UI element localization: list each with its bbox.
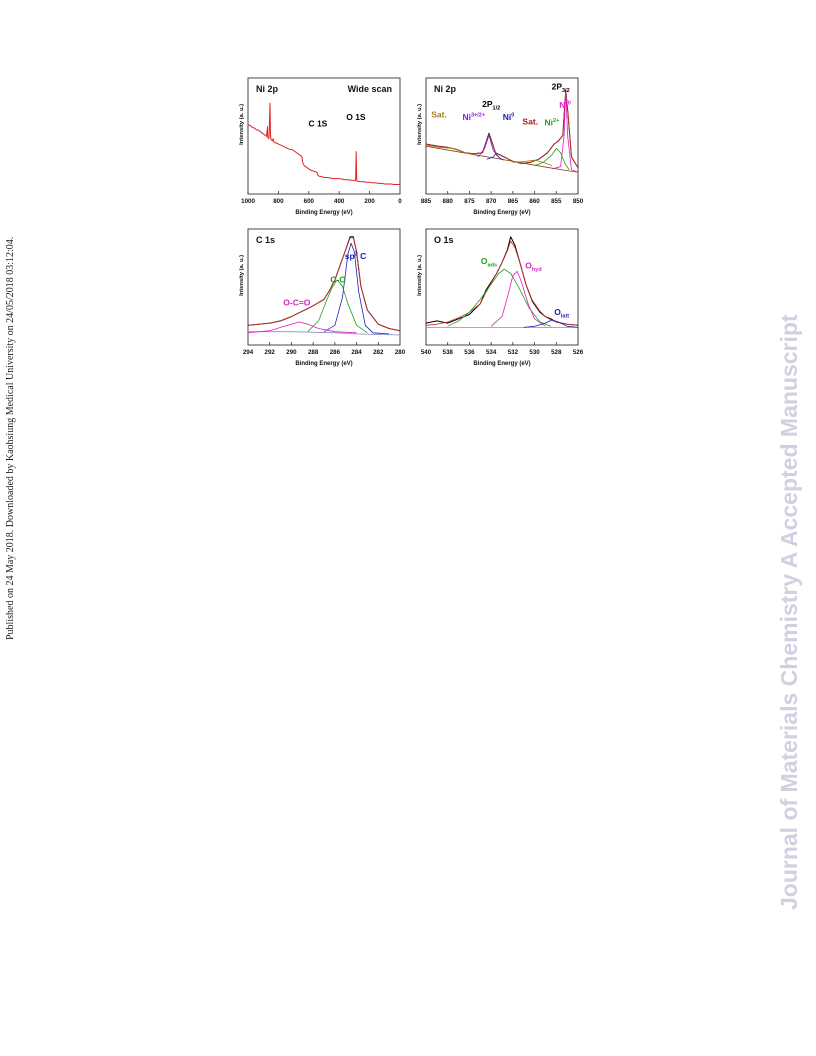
x-tick-label: 870 [486, 198, 497, 205]
peak-annotation: Ni0 [559, 100, 571, 110]
panel-c1s: 294 292 290 288 286 284 282 280 Binding Energy (… [239, 228, 406, 367]
side-publication-note: Published on 24 May 2018. Downloaded by … [5, 0, 25, 1056]
x-tick-label: 1000 [241, 198, 255, 205]
y-axis-label: Intensity (a. u.) [239, 255, 245, 296]
x-tick-label: 532 [508, 349, 519, 356]
series-line-0 [248, 102, 400, 185]
x-tick-label: 294 [243, 349, 254, 356]
x-tick-label: 286 [330, 349, 341, 356]
panel-title: Ni 2p [434, 84, 457, 94]
x-tick-label: 526 [573, 349, 584, 356]
panel-o1s: 540 538 536 534 532 530 528 526 Binding Energy (… [417, 228, 584, 367]
series-group [248, 236, 400, 336]
panel-title: O 1s [434, 235, 454, 245]
x-tick-label: 800 [273, 198, 284, 205]
x-tick-label: 855 [551, 198, 562, 205]
x-tick-label: 534 [486, 349, 497, 356]
series-line-4 [490, 270, 546, 327]
series-line-8 [512, 159, 553, 166]
x-axis-label: Binding Energy (eV) [295, 361, 352, 367]
x-tick-label: 880 [443, 198, 454, 205]
peak-annotation: Oads [481, 256, 497, 268]
peak-annotation: Sat. [522, 116, 538, 126]
xps-figure: 1000 800 600 400 200 0 Binding Energy (eV) Inte… [239, 77, 584, 367]
x-tick-label: 200 [364, 198, 375, 205]
x-axis-label: Binding Energy (eV) [295, 210, 352, 216]
series-group [426, 89, 578, 173]
x-tick-label: 860 [529, 198, 540, 205]
y-axis-label: Intensity (a. u.) [417, 255, 423, 296]
y-axis-label: Intensity (a. u.) [417, 104, 423, 145]
x-tick-label: 400 [334, 198, 345, 205]
series-group [248, 102, 400, 185]
series-line-5 [477, 135, 501, 159]
x-tick-label: 0 [398, 198, 402, 205]
x-tick-label: 290 [286, 349, 297, 356]
series-line-5 [523, 319, 578, 328]
peak-annotation: sp2 C [345, 251, 366, 261]
journal-watermark: Journal of Materials Chemistry A Accepte… [776, 0, 816, 1056]
x-tick-label: 528 [551, 349, 562, 356]
watermark-text: Journal of Materials Chemistry A Accepte… [776, 314, 802, 910]
x-tick-label: 292 [265, 349, 276, 356]
x-axis-label: Binding Energy (eV) [473, 210, 530, 216]
series-line-2 [248, 331, 400, 336]
peak-annotation: Sat. [431, 109, 447, 119]
x-tick-label: 282 [373, 349, 384, 356]
x-tick-label: 540 [421, 349, 432, 356]
x-tick-label: 280 [395, 349, 406, 356]
peak-annotation: 2P3/2 [552, 82, 570, 95]
plot-frame [247, 228, 401, 346]
panel-ni2p: 885 880 875 870 865 860 855 850 Binding Energy (… [417, 77, 584, 216]
peak-annotation: C-O [330, 274, 346, 284]
peak-annotation: O-C=O [283, 298, 311, 308]
x-tick-label: 530 [529, 349, 540, 356]
x-tick-label: 600 [304, 198, 315, 205]
plot-frame [425, 228, 579, 346]
series-line-3 [323, 242, 390, 335]
x-tick-label: 885 [421, 198, 432, 205]
plot-frame [425, 77, 579, 195]
series-line-3 [551, 89, 578, 173]
series-line-1 [426, 240, 578, 326]
side-note-text: Published on 24 May 2018. Downloaded by … [5, 236, 16, 640]
series-line-5 [248, 321, 357, 334]
x-tick-label: 284 [351, 349, 362, 356]
peak-annotation: Ni3+/2+ [462, 112, 485, 122]
x-tick-label: 850 [573, 198, 584, 205]
series-line-7 [426, 144, 479, 157]
peak-annotation: Olatt [554, 307, 569, 320]
y-axis-label: Intensity (a. u.) [239, 104, 245, 145]
x-tick-label: 536 [464, 349, 475, 356]
peak-annotation: Ni0 [503, 112, 515, 122]
panel-title: C 1s [256, 235, 275, 245]
series-line-1 [248, 237, 400, 332]
x-tick-label: 288 [308, 349, 319, 356]
plot-frame [247, 77, 401, 195]
series-line-2 [426, 145, 578, 173]
series-line-6 [486, 153, 505, 161]
panel-subtitle: Wide scan [348, 84, 392, 94]
series-group [426, 236, 578, 328]
peak-annotation: C 1S [308, 119, 327, 129]
panel-wide-scan: 1000 800 600 400 200 0 Binding Energy (eV) Inte… [239, 77, 402, 216]
x-tick-label: 538 [443, 349, 454, 356]
series-line-4 [307, 279, 368, 334]
x-tick-label: 875 [464, 198, 475, 205]
peak-annotation: Ni2+ [545, 118, 560, 128]
x-tick-label: 865 [508, 198, 519, 205]
peak-annotation: Ohyd [525, 260, 541, 273]
peak-annotation: 2P1/2 [482, 99, 500, 112]
peak-annotation: O 1S [346, 112, 366, 122]
x-axis-label: Binding Energy (eV) [473, 361, 530, 367]
panel-title: Ni 2p [256, 84, 279, 94]
